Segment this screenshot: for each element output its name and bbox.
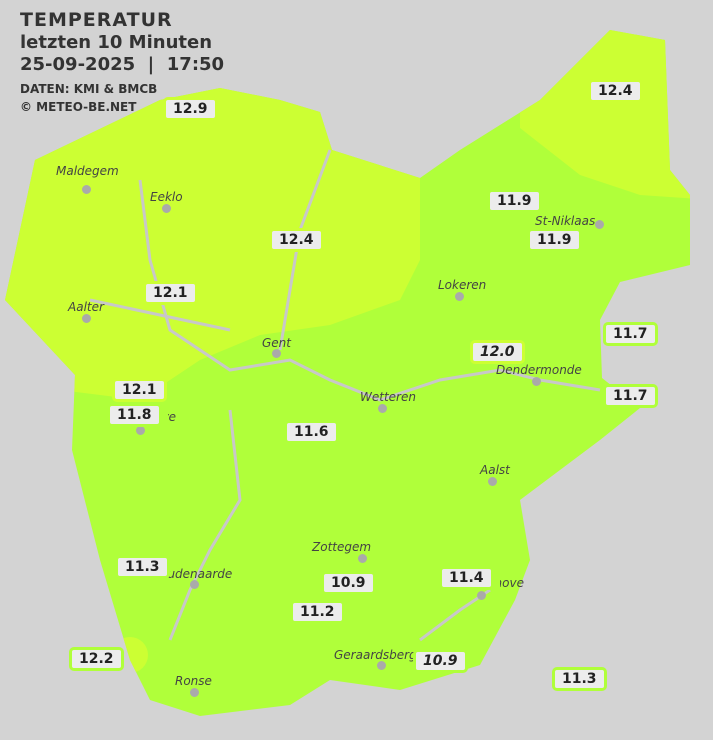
city-dot	[82, 185, 91, 194]
city-dot	[358, 554, 367, 563]
station-value[interactable]: 12.4	[269, 228, 324, 252]
city-label: Oudenaarde	[158, 567, 233, 581]
station-value[interactable]: 11.7	[603, 384, 658, 408]
city-dot	[455, 292, 464, 301]
city-dot	[477, 591, 486, 600]
station-value[interactable]: 11.4	[439, 566, 494, 590]
station-value[interactable]: 11.7	[603, 322, 658, 346]
city-label: Zottegem	[312, 540, 372, 554]
city-dot	[378, 404, 387, 413]
city-dot	[532, 377, 541, 386]
city-label: Gent	[262, 336, 291, 350]
city-dot	[272, 349, 281, 358]
station-value[interactable]: 12.1	[112, 378, 167, 402]
map-title: TEMPERATUR	[20, 9, 173, 31]
city-label: Ninove	[500, 576, 524, 590]
station-value[interactable]: 10.9	[413, 649, 468, 673]
station-value[interactable]: 12.4	[588, 79, 643, 103]
station-value[interactable]: 11.2	[290, 600, 345, 624]
city-dot	[488, 477, 497, 486]
city-label: Lokeren	[438, 278, 487, 292]
data-source: DATEN: KMI & BMCB	[20, 82, 158, 96]
city-dot	[136, 426, 145, 435]
map-datetime: 25-09-2025 | 17:50	[20, 54, 225, 75]
copyright: © METEO-BE.NET	[20, 100, 137, 114]
station-value[interactable]: 11.3	[552, 667, 607, 691]
city-dot	[190, 580, 199, 589]
city-dot	[595, 220, 604, 229]
station-value[interactable]: 12.2	[69, 647, 124, 671]
city-dot	[162, 204, 171, 213]
city-label: Ronse	[175, 674, 212, 688]
station-value[interactable]: 11.9	[527, 228, 582, 252]
city-label: Eeklo	[150, 190, 183, 204]
header: TEMPERATUR letzten 10 Minuten 25-09-2025…	[20, 8, 224, 116]
city-label: Deinze	[168, 410, 176, 424]
city-label: Dendermonde	[496, 363, 582, 377]
station-value[interactable]: 11.9	[487, 189, 542, 213]
city-dot	[377, 661, 386, 670]
city-label: St-Niklaas	[535, 214, 596, 228]
station-value[interactable]: 10.9	[321, 571, 376, 595]
city-label: Wetteren	[360, 390, 416, 404]
city-dot	[190, 688, 199, 697]
rivers	[89, 149, 601, 642]
station-value[interactable]: 12.9	[163, 97, 218, 121]
city-label: Maldegem	[56, 164, 119, 178]
station-value[interactable]: 12.1	[143, 281, 198, 305]
city-label: Aalst	[480, 463, 510, 477]
station-value[interactable]: 11.8	[107, 403, 162, 427]
station-value[interactable]: 11.6	[284, 420, 339, 444]
city-label: Aalter	[68, 300, 104, 314]
station-value[interactable]: 12.0	[470, 340, 525, 364]
station-value[interactable]: 11.3	[115, 555, 170, 579]
city-label: Geraardsbergen	[334, 648, 432, 662]
city-dot	[82, 314, 91, 323]
map-subtitle: letzten 10 Minuten	[20, 32, 213, 53]
